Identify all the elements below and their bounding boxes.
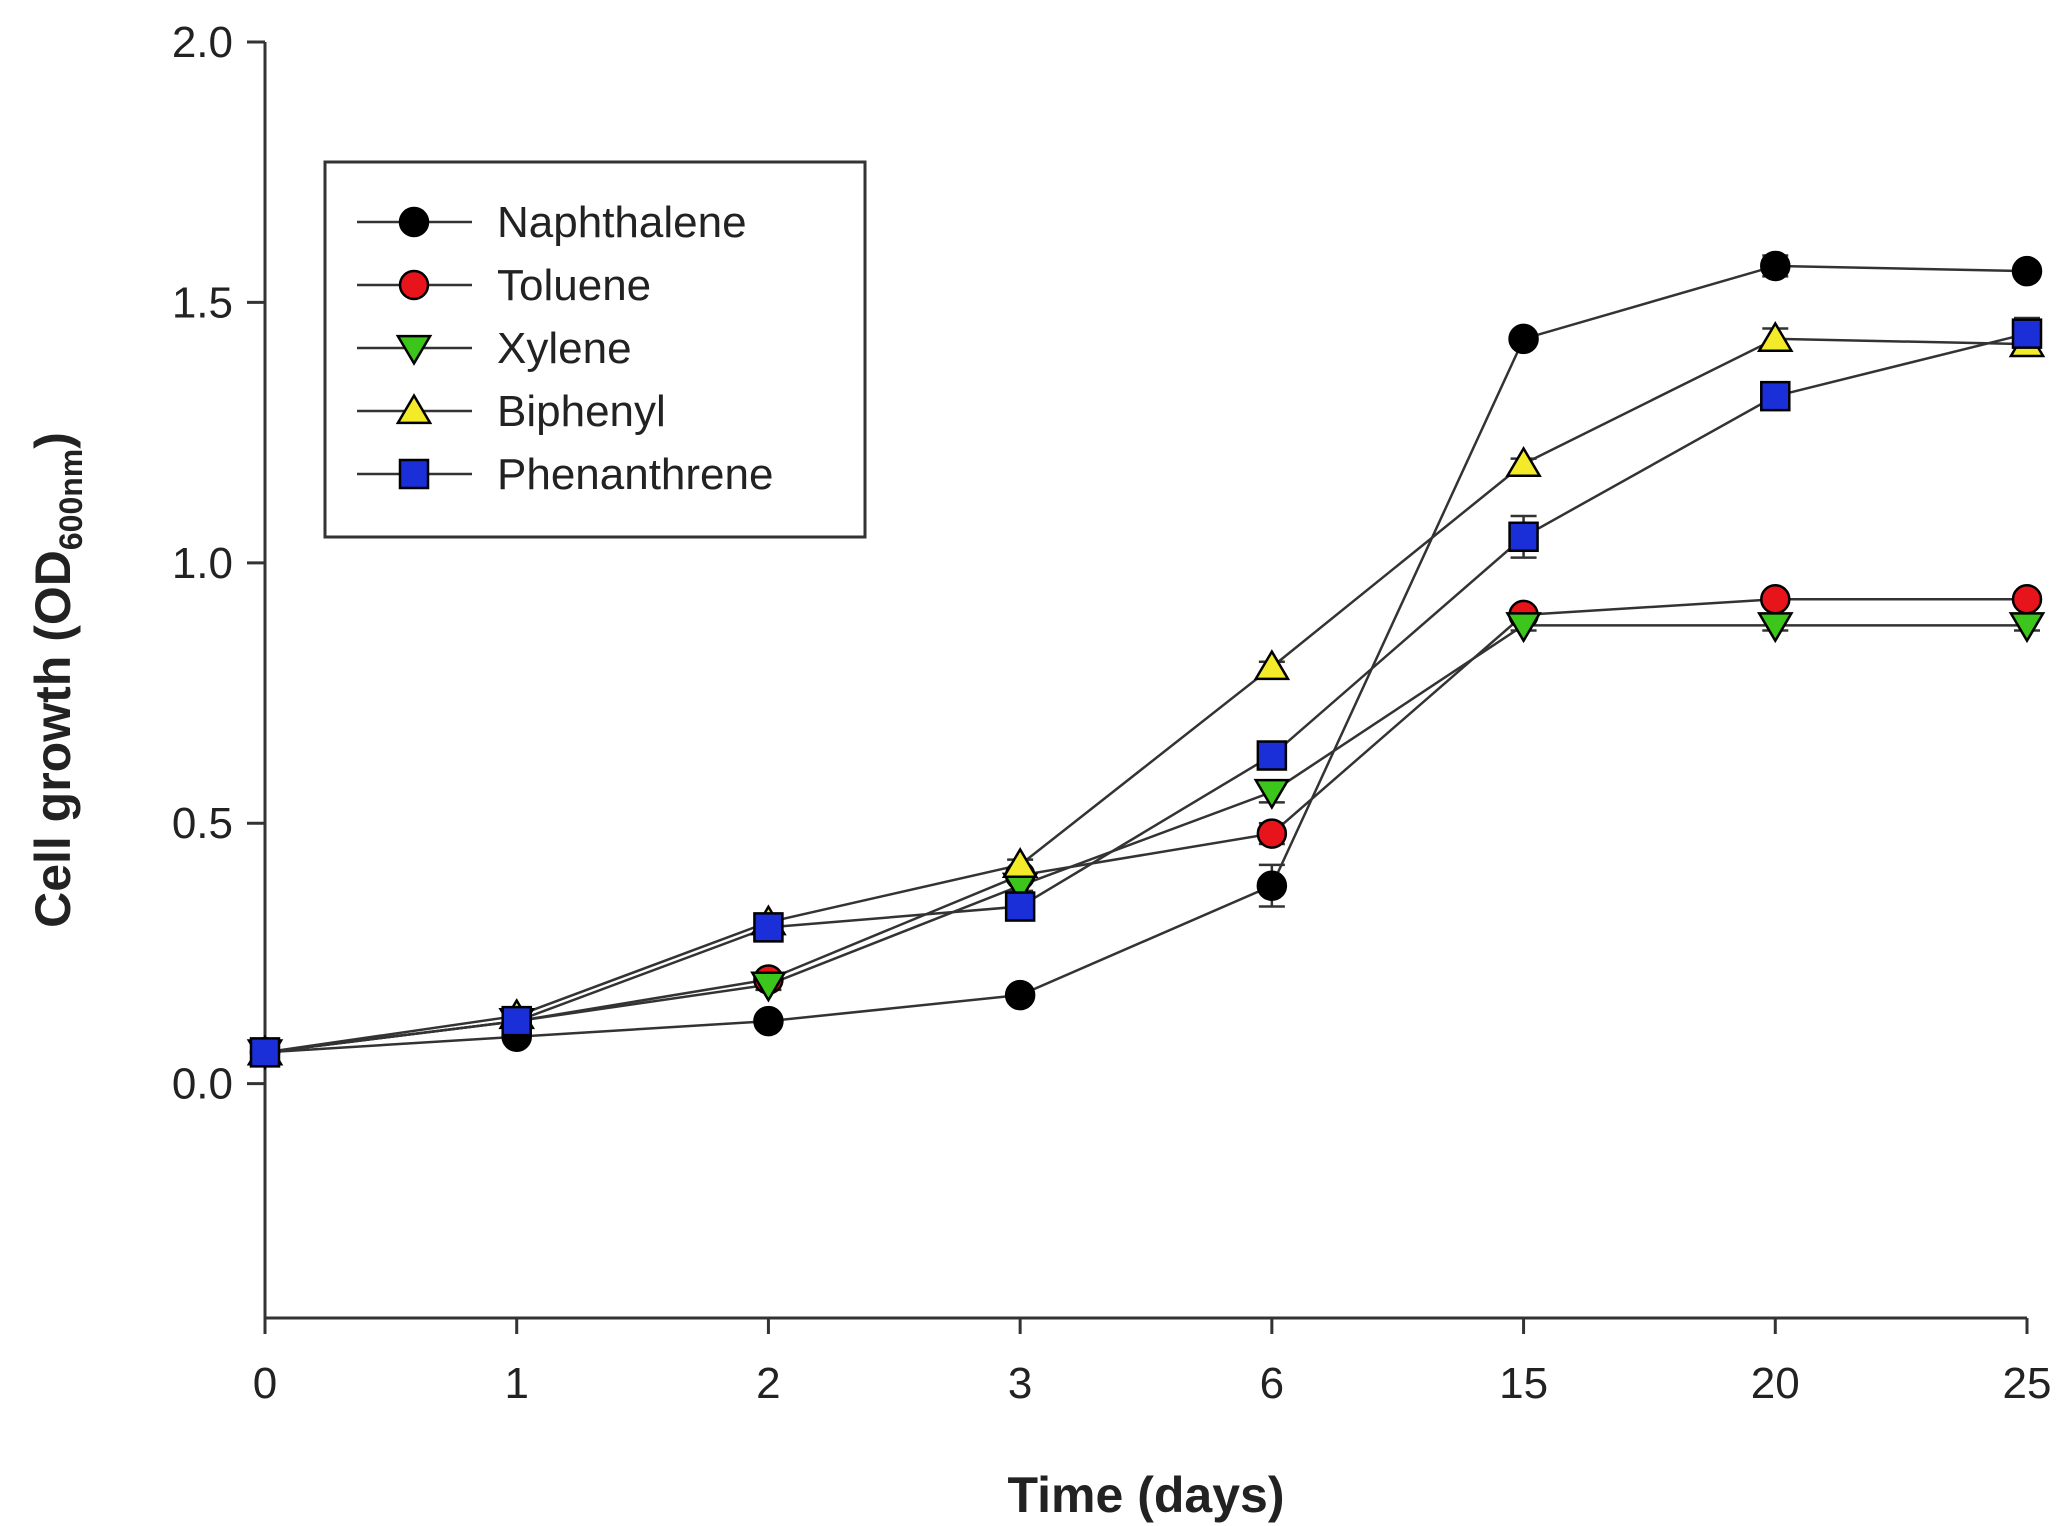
data-point-xylene <box>1756 612 1794 644</box>
data-point-phenanthrene <box>249 1037 281 1068</box>
x-tick-label: 2 <box>756 1359 780 1408</box>
data-point-phenanthrene <box>1760 380 1791 412</box>
ticks: 0.0 0.5 1.0 1.5 2.0 0 1 2 3 6 15 20 25 <box>172 18 2052 1408</box>
legend: Naphthalene Toluene Xylene Biphenyl Phenanth… <box>323 160 867 539</box>
x-axis-title: Time (days) <box>1008 1467 1285 1523</box>
series-line-xylene <box>264 624 2027 1054</box>
data-point-biphenyl <box>1756 321 1794 353</box>
data-point-phenanthrene <box>753 912 784 943</box>
x-tick-label: 6 <box>1260 1359 1284 1408</box>
data-point-xylene <box>750 971 787 1003</box>
data-point-toluene <box>1760 584 1791 615</box>
legend-label-xylene: Xylene <box>497 324 632 373</box>
legend-marker-phenanthrene <box>398 458 430 490</box>
x-tick-label: 3 <box>1008 1359 1032 1408</box>
series-line-biphenyl <box>264 337 2028 1054</box>
legend-label-naphthalene: Naphthalene <box>497 198 747 247</box>
series-line-toluene <box>264 598 2027 1054</box>
data-point-biphenyl <box>1505 446 1542 478</box>
data-point-naphthalene <box>1760 250 1791 282</box>
data-point-xylene <box>1253 778 1291 810</box>
x-tick-label: 0 <box>253 1359 277 1408</box>
legend-marker-biphenyl <box>395 393 433 425</box>
x-tick-label: 25 <box>2003 1359 2052 1408</box>
series-line-naphthalene <box>264 264 2028 1054</box>
axes <box>263 42 2027 1320</box>
data-point-naphthalene <box>1004 979 1036 1011</box>
series-line-phenanthrene <box>264 332 2028 1054</box>
data-point-naphthalene <box>1256 870 1288 901</box>
data-point-xylene <box>1505 612 1542 644</box>
y-tick-label: 2.0 <box>172 18 233 67</box>
data-point-naphthalene <box>2011 255 2043 287</box>
x-tick-label: 15 <box>1499 1359 1548 1408</box>
legend-label-phenanthrene: Phenanthrene <box>497 450 773 499</box>
data-point-phenanthrene <box>1004 891 1036 922</box>
data-point-biphenyl <box>1001 847 1039 879</box>
y-axis-title-subscript: 600nm <box>53 449 89 550</box>
data-point-phenanthrene <box>1256 740 1288 771</box>
legend-label-biphenyl: Biphenyl <box>497 387 666 436</box>
legend-marker-xylene <box>395 334 433 366</box>
y-tick-label: 0.0 <box>172 1060 233 1109</box>
y-tick-label: 0.5 <box>172 799 233 848</box>
legend-label-toluene: Toluene <box>497 261 651 310</box>
y-tick-label: 1.5 <box>172 278 233 327</box>
data-point-phenanthrene <box>501 1005 532 1037</box>
y-tick-label: 1.0 <box>172 539 233 588</box>
x-tick-label: 20 <box>1751 1359 1800 1408</box>
legend-marker-naphthalene <box>398 206 430 238</box>
data-point-naphthalene <box>753 1005 784 1037</box>
data-point-naphthalene <box>1508 323 1539 355</box>
series-markers <box>246 250 2046 1071</box>
y-axis-title-main: Cell growth (OD <box>25 550 81 928</box>
data-point-toluene <box>1256 818 1288 849</box>
legend-marker-toluene <box>398 269 430 301</box>
series-lines <box>264 264 2028 1054</box>
data-point-phenanthrene <box>2011 318 2043 349</box>
data-point-phenanthrene <box>1508 521 1539 553</box>
data-point-biphenyl <box>1253 649 1291 681</box>
x-tick-label: 1 <box>504 1359 528 1408</box>
y-axis-title-close: ) <box>25 432 81 449</box>
data-point-xylene <box>2008 612 2046 644</box>
data-point-toluene <box>2011 584 2043 615</box>
y-axis-title: Cell growth (OD600nm) <box>25 432 89 928</box>
